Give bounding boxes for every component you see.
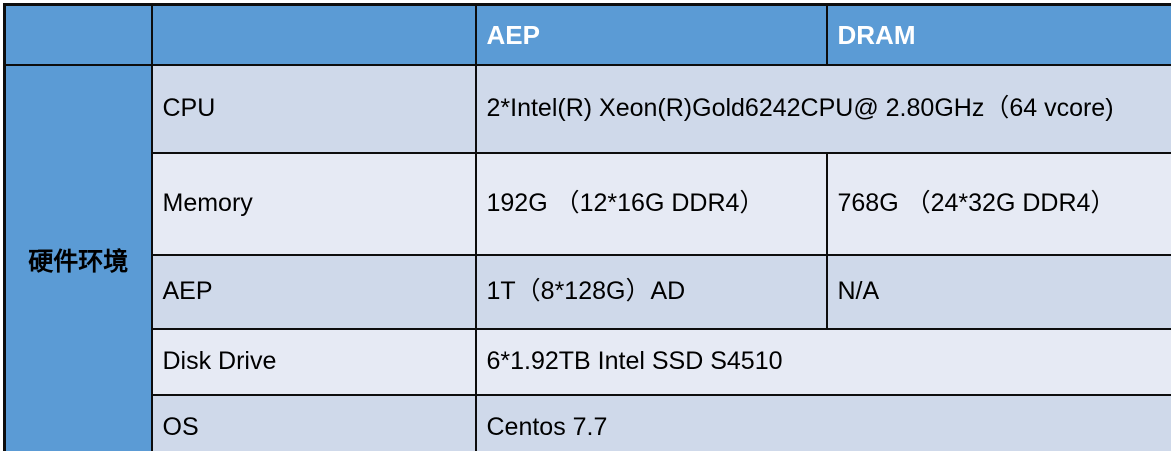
row-value-aep-aep: 1T（8*128G）AD [474, 254, 828, 330]
hardware-environment-table: AEP DRAM 硬件环境 CPU 2*Intel(R) Xeon(R)Gold… [3, 3, 1171, 451]
row-value-memory-dram: 768G （24*32G DDR4） [825, 152, 1171, 256]
row-value-disk-drive: 6*1.92TB Intel SSD S4510 [474, 328, 1171, 396]
row-label-cpu: CPU [150, 64, 477, 154]
table-row: 硬件环境 CPU 2*Intel(R) Xeon(R)Gold6242CPU@ … [3, 64, 1171, 451]
table-row: Memory 192G （12*16G DDR4） 768G （24*32G D… [5, 152, 1171, 256]
header-cell-dram: DRAM [825, 3, 1171, 66]
row-value-memory-aep: 192G （12*16G DDR4） [474, 152, 828, 256]
header-cell-blank-group [3, 3, 153, 66]
row-value-os: Centos 7.7 [474, 394, 1171, 451]
row-value-aep-dram: N/A [825, 254, 1171, 330]
table-row: AEP 1T（8*128G）AD N/A [5, 254, 1171, 330]
header-cell-aep: AEP [474, 3, 828, 66]
row-label-aep: AEP [150, 254, 477, 330]
table-row: Disk Drive 6*1.92TB Intel SSD S4510 [5, 328, 1171, 396]
table-header-row: AEP DRAM [3, 3, 1171, 66]
header-cell-blank-label [150, 3, 477, 66]
row-label-disk-drive: Disk Drive [150, 328, 477, 396]
row-label-os: OS [150, 394, 477, 451]
row-value-cpu: 2*Intel(R) Xeon(R)Gold6242CPU@ 2.80GHz（6… [474, 64, 1171, 154]
row-label-memory: Memory [150, 152, 477, 256]
table-row: OS Centos 7.7 [5, 394, 1171, 451]
spec-table-container: AEP DRAM 硬件环境 CPU 2*Intel(R) Xeon(R)Gold… [3, 3, 1171, 451]
group-label-hardware-environment: 硬件环境 [3, 64, 153, 451]
